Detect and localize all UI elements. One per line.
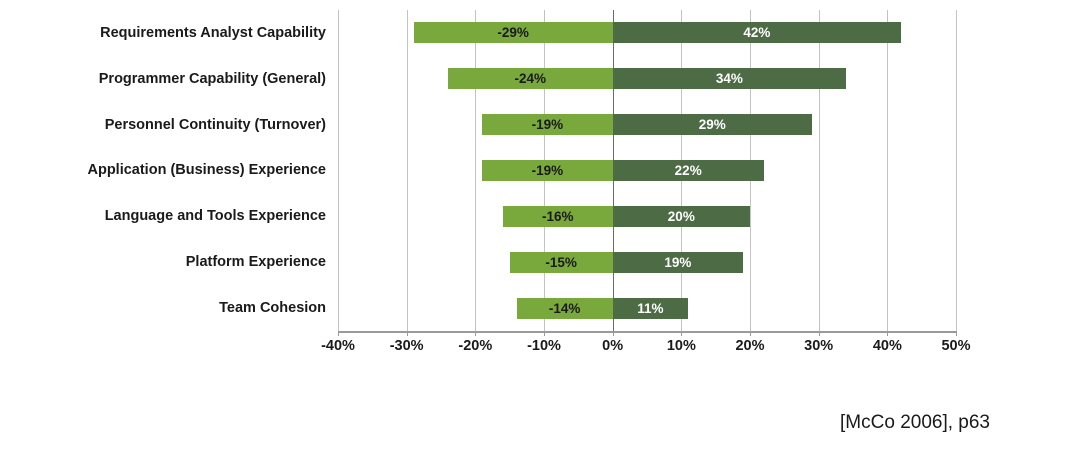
tick-mark xyxy=(818,331,820,336)
category-label: Platform Experience xyxy=(185,254,326,271)
positive-impact-bar: 11% xyxy=(612,297,689,319)
tornado-bar-chart: Requirements Analyst Capability Programme… xyxy=(0,10,971,357)
tick-mark xyxy=(681,331,683,336)
gridline xyxy=(406,10,408,331)
x-tick-label: -40% xyxy=(321,338,355,354)
tick-mark xyxy=(612,331,614,336)
positive-impact-bar: 19% xyxy=(612,251,744,273)
x-tick-label: 20% xyxy=(735,338,765,354)
tick-mark xyxy=(544,331,545,336)
category-label: Requirements Analyst Capability xyxy=(100,24,326,41)
positive-impact-bar: 22% xyxy=(612,160,764,181)
x-tick-label: 50% xyxy=(941,338,971,354)
negative-impact-bar: -19% xyxy=(482,114,613,136)
negative-impact-bar: -16% xyxy=(502,205,613,227)
x-tick-label: -10% xyxy=(527,338,561,354)
x-tick-label: -30% xyxy=(389,338,424,354)
positive-impact-bar: 29% xyxy=(612,114,812,136)
negative-impact-bar: -15% xyxy=(509,251,613,273)
positive-impact-bar: 42% xyxy=(612,22,902,44)
positive-impact-bar: 20% xyxy=(612,205,750,227)
gridline xyxy=(338,10,339,331)
x-tick-label: 0% xyxy=(602,338,624,354)
tick-mark xyxy=(750,331,751,336)
x-axis: -40% -30% -20% -10% 0% 10% 20% 30% 40% 50% xyxy=(321,331,971,357)
gridline xyxy=(887,10,889,331)
gridline xyxy=(818,10,820,331)
category-label: Application (Business) Experience xyxy=(87,162,326,179)
negative-impact-bar: -14% xyxy=(516,297,613,319)
tick-mark xyxy=(338,331,339,336)
gridline xyxy=(956,10,957,331)
category-label: Personnel Continuity (Turnover) xyxy=(104,116,326,133)
category-label: Team Cohesion xyxy=(219,300,326,317)
source-citation: [McCo 2006], p63 xyxy=(840,412,990,433)
x-tick-label: 40% xyxy=(872,338,902,354)
category-label: Language and Tools Experience xyxy=(104,208,326,225)
positive-impact-bar: 34% xyxy=(612,68,847,90)
plot-area: -29% 42% -24% 34% -19% 29% -19% 22% -16% 20% -15% 1… xyxy=(338,10,957,333)
gridline xyxy=(475,10,477,331)
negative-impact-bar: -29% xyxy=(413,22,613,44)
tick-mark xyxy=(406,331,408,336)
tick-mark xyxy=(475,331,477,336)
x-tick-label: 30% xyxy=(804,338,834,354)
negative-impact-bar: -24% xyxy=(447,68,613,90)
tick-mark xyxy=(956,331,957,336)
category-labels: Requirements Analyst Capability Programme… xyxy=(0,10,326,331)
category-label: Programmer Capability (General) xyxy=(98,70,326,87)
tick-mark xyxy=(887,331,889,336)
x-tick-label: 10% xyxy=(666,338,696,354)
negative-impact-bar: -19% xyxy=(482,160,613,181)
x-tick-label: -20% xyxy=(458,338,493,354)
